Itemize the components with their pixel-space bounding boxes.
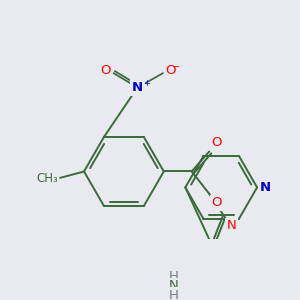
- Text: +: +: [143, 79, 150, 88]
- Text: O: O: [211, 196, 221, 209]
- Text: O: O: [211, 136, 221, 149]
- Text: CH₃: CH₃: [36, 172, 58, 185]
- Text: N: N: [227, 219, 236, 232]
- Text: O: O: [165, 64, 176, 77]
- Text: N: N: [169, 279, 179, 292]
- Text: H: H: [169, 270, 179, 283]
- Text: −: −: [172, 62, 180, 72]
- Text: O: O: [101, 64, 111, 77]
- Text: N: N: [260, 181, 271, 194]
- Text: H: H: [169, 289, 179, 300]
- Text: N: N: [132, 81, 143, 94]
